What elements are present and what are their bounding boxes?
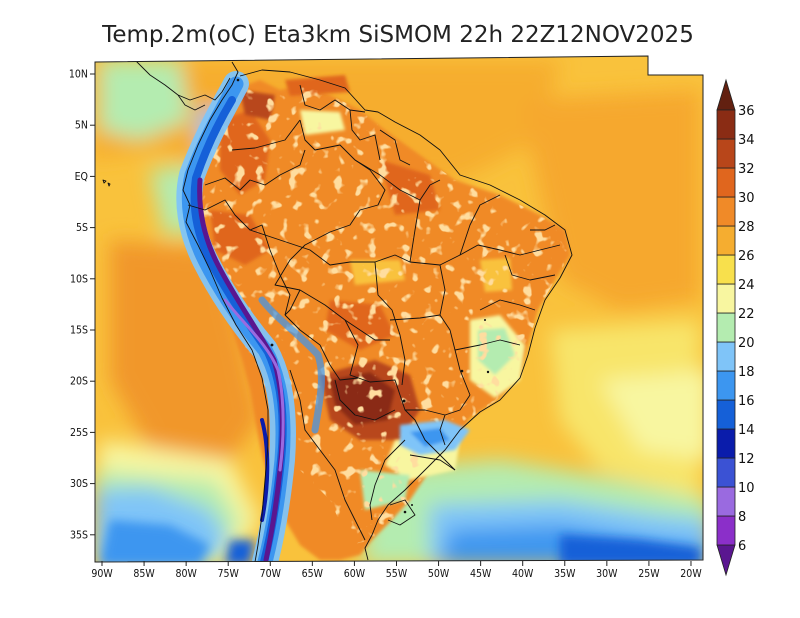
colorbar-swatch (716, 225, 736, 256)
lon-tick-label: 50W (428, 568, 450, 580)
colorbar-swatch (716, 138, 736, 169)
lon-tick-label: 90W (91, 568, 113, 580)
colorbar-swatch (716, 254, 736, 285)
colorbar-label: 36 (738, 104, 755, 119)
colorbar-label: 16 (738, 394, 755, 409)
south-cool-zone (400, 420, 470, 455)
lon-tick-label: 75W (218, 568, 240, 580)
country-boundaries (102, 59, 573, 562)
lat-tick-label: 10N (69, 69, 88, 81)
colorbar-swatch (716, 312, 736, 343)
colorbar-swatch (716, 167, 736, 198)
colorbar-swatch (716, 283, 736, 314)
colorbar-label: 28 (738, 220, 755, 235)
lon-tick-label: 35W (554, 568, 576, 580)
lon-tick-label: 20W (680, 568, 702, 580)
colorbar-swatch (716, 515, 736, 546)
colorbar-label: 22 (738, 307, 755, 322)
temperature-colorbar: 6 8 10 12 14 16 18 20 22 24 26 28 30 32 34 36 (716, 78, 755, 577)
colorbar-swatch (716, 428, 736, 459)
lon-tick-label: 55W (386, 568, 408, 580)
colorbar-label: 30 (738, 191, 755, 206)
colorbar-label: 12 (738, 452, 755, 467)
lat-tick-label: 5N (75, 120, 88, 132)
latitude-axis: 10N 5N EQ 5S 10S 15S 20S 25S 30S 35S (69, 69, 95, 541)
andes-cold-band (176, 71, 325, 562)
lon-tick-label: 25W (638, 568, 660, 580)
lon-tick-label: 80W (175, 568, 197, 580)
colorbar-swatch (716, 196, 736, 227)
lakes (236, 78, 490, 514)
lat-tick-label: 35S (70, 529, 88, 541)
colorbar-label: 20 (738, 336, 755, 351)
colorbar-label: 26 (738, 249, 755, 264)
colorbar-label: 14 (738, 423, 755, 438)
colorbar-top-arrow (716, 78, 736, 111)
colorbar-swatch (716, 457, 736, 488)
colorbar-label: 6 (738, 539, 746, 554)
lat-tick-label: 5S (76, 222, 88, 234)
colorbar-bottom-arrow (716, 544, 736, 577)
longitude-axis: 90W 85W 80W 75W 70W 65W 60W 55W 50W 45W 40W 35W 30W 2… (91, 561, 702, 580)
map-title: Temp.2m(oC) Eta3km SiSMOM 22h 22Z12NOV20… (101, 22, 694, 48)
lat-tick-label: 25S (70, 427, 88, 439)
lon-tick-label: 40W (512, 568, 534, 580)
lon-tick-label: 85W (133, 568, 155, 580)
colorbar-swatch (716, 109, 736, 140)
lat-tick-label: 15S (70, 325, 88, 337)
colorbar-label: 18 (738, 365, 755, 380)
colorbar-swatch (716, 370, 736, 401)
colorbar-label: 8 (738, 510, 746, 525)
temperature-field (95, 56, 703, 562)
lat-tick-label: 20S (70, 376, 88, 388)
colorbar-label: 32 (738, 162, 755, 177)
lat-tick-label: 30S (70, 478, 88, 490)
colorbar-label: 34 (738, 133, 755, 148)
lon-tick-label: 70W (260, 568, 282, 580)
lat-tick-label: EQ (75, 171, 88, 183)
map-frame (94, 55, 704, 563)
lon-tick-label: 65W (302, 568, 324, 580)
lon-tick-label: 45W (470, 568, 492, 580)
lon-tick-label: 60W (344, 568, 366, 580)
colorbar-label: 10 (738, 481, 755, 496)
lat-tick-label: 10S (70, 273, 88, 285)
colorbar-swatch (716, 399, 736, 430)
colorbar-swatch (716, 486, 736, 517)
lon-tick-label: 30W (596, 568, 618, 580)
colorbar-label: 24 (738, 278, 755, 293)
colorbar-swatch (716, 341, 736, 372)
